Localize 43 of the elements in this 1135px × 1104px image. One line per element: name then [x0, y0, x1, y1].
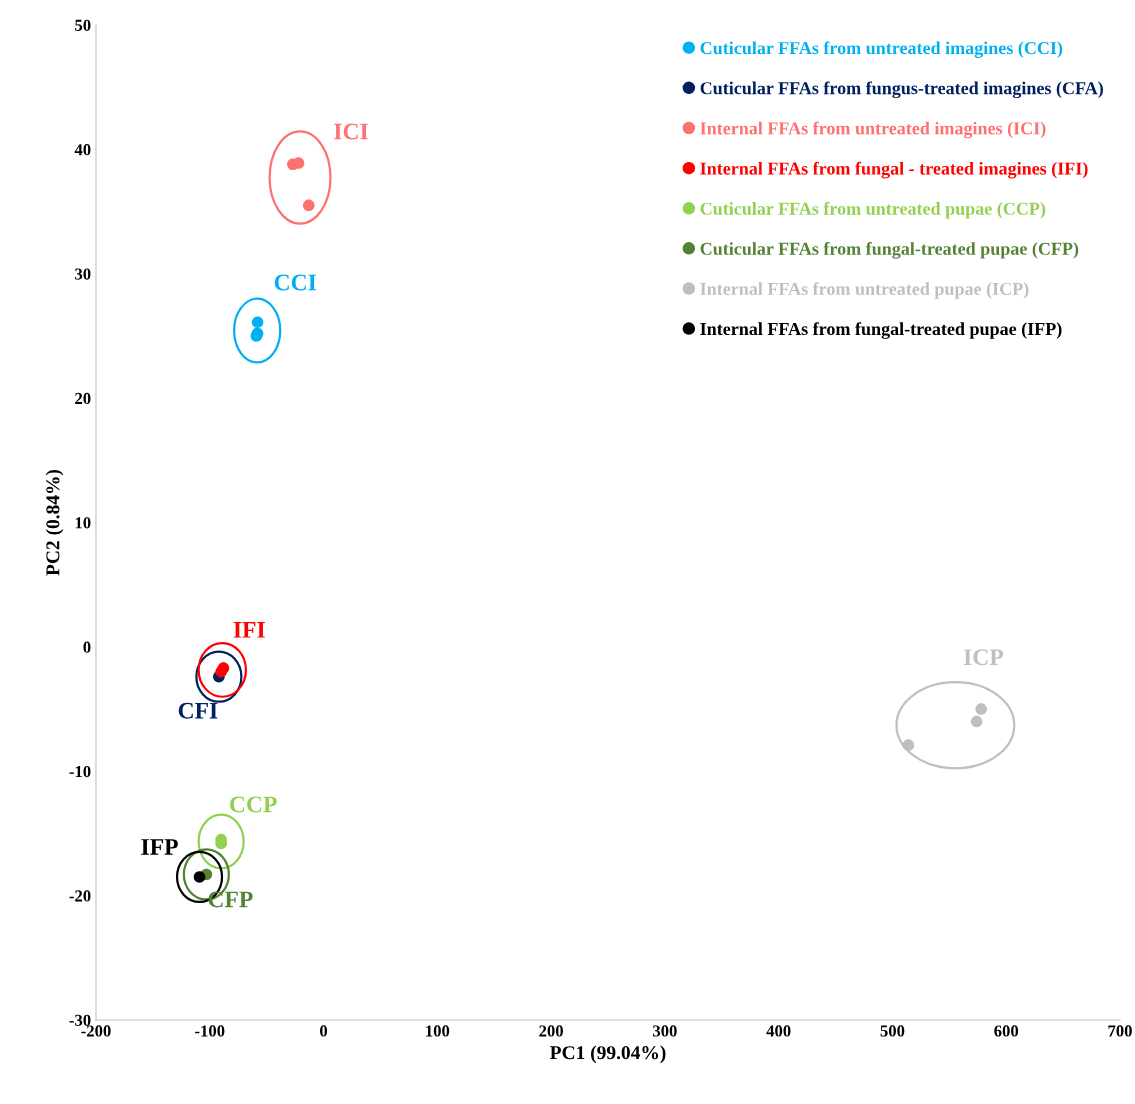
legend-label: Internal FFAs from fungal - treated imagines (IFI) [700, 161, 1088, 179]
y-tick-label: -20 [69, 890, 91, 902]
x-tick-label: 400 [766, 1025, 791, 1037]
annotation: CCI [274, 274, 317, 291]
point [302, 199, 315, 212]
y-tick-label: 0 [83, 641, 91, 653]
x-tick-label: 0 [320, 1025, 328, 1037]
x-tick-label: 500 [880, 1025, 905, 1037]
y-tick-label: 20 [75, 392, 91, 405]
point [975, 703, 987, 715]
x-tick-label: 300 [653, 1025, 677, 1037]
point [970, 715, 983, 728]
point [251, 316, 264, 329]
y-tick-label: -10 [69, 765, 91, 778]
legend-label: Internal FFAs from fungal-treated pupae (IFP) [700, 322, 1062, 339]
annotation: IFI [233, 622, 265, 638]
y-tick-label: 10 [75, 517, 91, 529]
legend-label: Cuticular FFAs from untreated pupae (CCP) [700, 201, 1046, 219]
x-tick-label: 200 [539, 1025, 563, 1037]
x-tick-label: 100 [426, 1025, 450, 1037]
annotation: ICP [963, 649, 1004, 666]
legend-label: Cuticular FFAs from fungal-treated pupae (CFP) [700, 241, 1079, 259]
y-tick-label: -30 [69, 1014, 91, 1026]
x-tick-label: -200 [81, 1025, 111, 1037]
y-tick-label: 50 [75, 19, 91, 31]
annotation: CCP [230, 796, 277, 813]
annotation: CFP [208, 891, 253, 908]
x-tick-label: 700 [1108, 1025, 1132, 1037]
legend-label: Cuticular FFAs from fungus-treated imagines (CFA) [700, 81, 1103, 99]
point [902, 739, 915, 751]
annotation: IFP [141, 839, 178, 855]
x-tick-label: -100 [195, 1025, 225, 1037]
x-tick-label: 600 [994, 1025, 1019, 1037]
y-tick-label: 30 [75, 268, 91, 280]
y-tick-label: 40 [74, 144, 91, 156]
annotation: ICI [334, 123, 368, 140]
point [195, 650, 243, 703]
legend-label: Internal FFAs from untreated imagines (ICI) [700, 121, 1046, 139]
annotation: CFI [178, 702, 218, 719]
legend-label: Internal FFAs from untreated pupae (ICP) [700, 282, 1029, 299]
x-axis-title: PC1 (99.04%) [550, 1045, 666, 1064]
y-axis-title: PC2 (0.84%) [45, 469, 64, 576]
legend-label: Cuticular FFAs from untreated imagines (CCI) [700, 41, 1063, 58]
